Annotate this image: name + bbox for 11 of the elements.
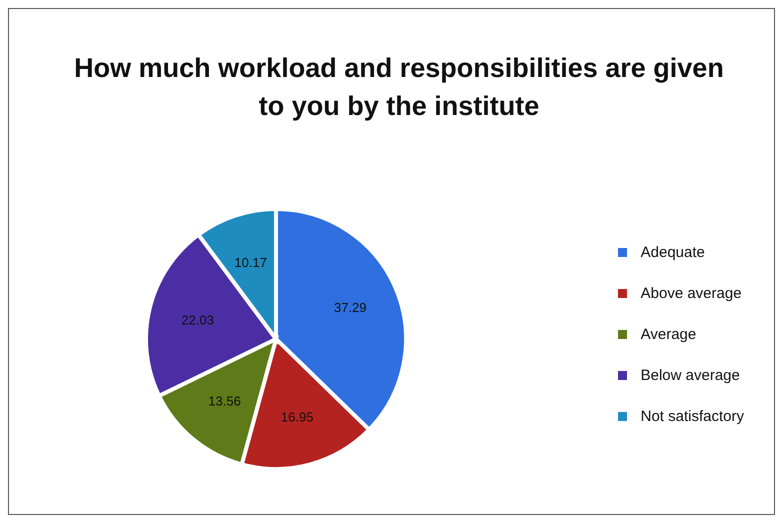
data-label: 16.95 bbox=[280, 409, 314, 424]
legend-label: Not satisfactory bbox=[640, 408, 744, 424]
legend-label: Above average bbox=[640, 284, 742, 302]
legend-label: Below average bbox=[640, 366, 740, 384]
data-label: 22.03 bbox=[181, 312, 214, 328]
legend-label: Average bbox=[640, 326, 696, 342]
data-label: 13.56 bbox=[208, 394, 241, 409]
chart-title: How much workload and responsibilities are given to you by the institute bbox=[73, 52, 725, 123]
data-label: 10.17 bbox=[234, 254, 267, 270]
legend-label: Adequate bbox=[640, 244, 705, 260]
data-label: 37.29 bbox=[334, 300, 367, 316]
